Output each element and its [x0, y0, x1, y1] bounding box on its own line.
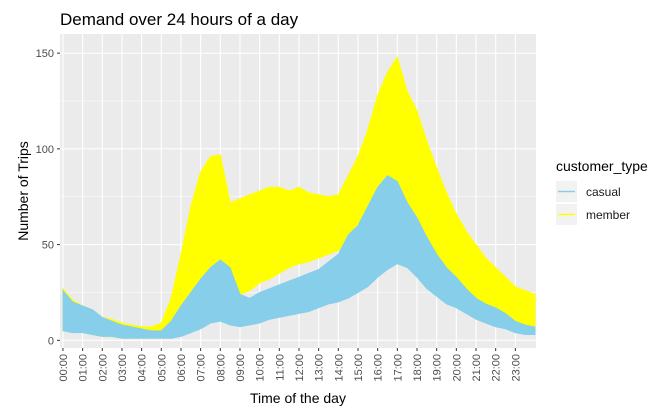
x-tick-label: 00:00	[58, 354, 70, 382]
x-tick-label: 14:00	[333, 354, 345, 382]
x-tick-label: 09:00	[235, 354, 247, 382]
x-tick-label: 04:00	[137, 354, 149, 382]
x-tick-label: 18:00	[412, 354, 424, 382]
x-tick-label: 15:00	[353, 354, 365, 382]
x-tick-label: 20:00	[451, 354, 463, 382]
legend-title: customer_type	[556, 158, 648, 174]
legend: customer_type casual member	[556, 158, 648, 225]
y-axis-label: Number of Trips	[15, 141, 31, 241]
x-tick-label: 07:00	[196, 354, 208, 382]
x-axis-label: Time of the day	[250, 390, 346, 406]
x-tick-label: 21:00	[471, 354, 483, 382]
x-tick-label: 01:00	[78, 354, 90, 382]
x-tick-label: 23:00	[510, 354, 522, 382]
x-tick-label: 16:00	[373, 354, 385, 382]
x-tick-label: 19:00	[432, 354, 444, 382]
x-tick-label: 10:00	[255, 354, 267, 382]
x-tick-label: 06:00	[176, 354, 188, 382]
area-casual	[62, 175, 536, 339]
x-tick-label: 22:00	[491, 354, 503, 382]
x-tick-label: 03:00	[117, 354, 129, 382]
y-tick-label: 100	[36, 144, 54, 156]
line-casual	[62, 222, 536, 336]
x-tick-label: 13:00	[314, 354, 326, 382]
x-tick-label: 02:00	[97, 354, 109, 382]
y-tick-label: 150	[36, 48, 54, 60]
y-tick-label: 50	[42, 240, 54, 252]
y-axis: 0 50 100 150	[36, 48, 60, 347]
x-tick-label: 11:00	[274, 354, 286, 381]
x-tick-label: 05:00	[156, 354, 168, 382]
x-tick-label: 12:00	[294, 354, 306, 382]
data-areas	[62, 56, 536, 339]
x-tick-label: 17:00	[392, 354, 404, 382]
x-tick-label: 08:00	[215, 354, 227, 382]
chart-title: Demand over 24 hours of a day	[60, 10, 299, 29]
y-tick-label: 0	[48, 335, 54, 347]
legend-label-member: member	[586, 208, 630, 222]
x-axis: 00:00 01:00 02:00 03:00 04:00 05:00 06:00 07:00…	[58, 348, 522, 382]
legend-label-casual: casual	[586, 185, 621, 199]
